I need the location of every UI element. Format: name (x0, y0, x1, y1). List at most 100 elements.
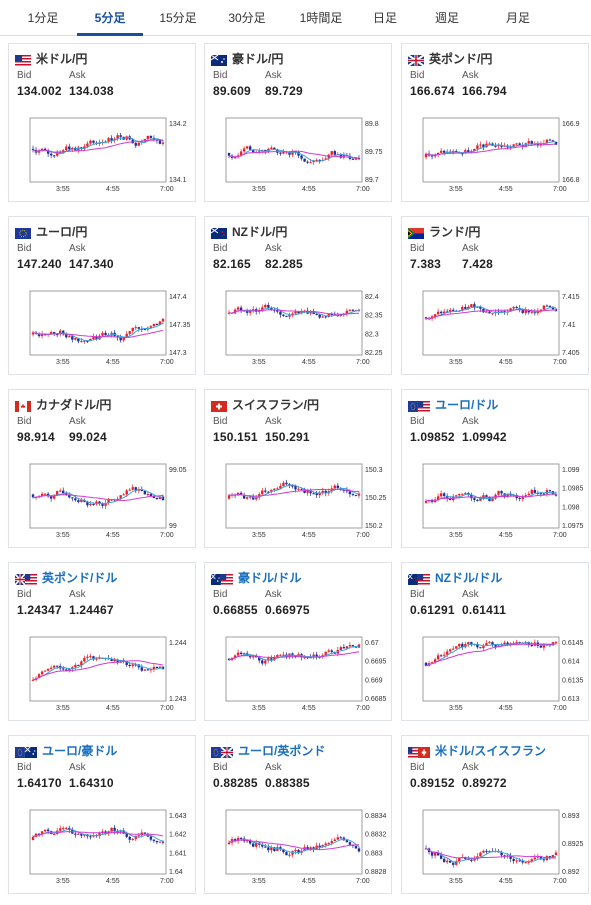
rate-card[interactable]: スイスフラン/円 Bid Ask 150.151 150.291 150.3 150.25 1… (204, 389, 392, 548)
candle-body (43, 493, 47, 495)
rate-card[interactable]: カナダドル/円 Bid Ask 98.914 99.024 99.05 99 3:55 4:55… (8, 389, 196, 548)
rate-card[interactable]: 米ドル/円 Bid Ask 134.002 134.038 134.2 134.1 3:55 4… (8, 43, 196, 202)
pair-name-link[interactable]: カナダドル/円 (36, 397, 112, 412)
rate-card[interactable]: ユーロ/円 Bid Ask 147.240 147.340 147.4 147.35 147.… (8, 216, 196, 375)
rate-card[interactable]: ユーロ/豪ドル Bid Ask 1.64170 1.64310 1.643 1.642 1.6… (8, 735, 196, 894)
tab-4[interactable]: 1時間足 (299, 11, 343, 25)
candle-body (98, 501, 101, 504)
candle-body (252, 149, 255, 153)
rate-card[interactable]: 英ポンド/円 Bid Ask 166.674 166.794 166.9 166.8 3:55… (401, 43, 589, 202)
mini-chart: 1.643 1.642 1.641 1.64 3:55 4:55 7:00 (29, 809, 187, 885)
candlestick-chart[interactable]: 0.6145 0.614 0.6135 0.613 3:55 4:55 7:00 (405, 629, 585, 721)
flag-icon (15, 745, 37, 758)
tab-3[interactable]: 30分足 (228, 11, 266, 25)
x-tick-label: 3:55 (252, 705, 266, 712)
rate-card[interactable]: ユーロ/ドル Bid Ask 1.09852 1.09942 1.099 1.0985 1.0… (401, 389, 589, 548)
candle-body (473, 148, 476, 152)
candlestick-chart[interactable]: 0.67 0.6695 0.669 0.6685 3:55 4:55 7:00 (208, 629, 388, 721)
candlestick-chart[interactable]: 166.9 166.8 3:55 4:55 7:00 (405, 110, 585, 202)
pair-name-link[interactable]: スイスフラン/円 (232, 397, 319, 412)
candle-body (348, 491, 352, 495)
candle-body (476, 145, 479, 149)
pair-name-link[interactable]: NZドル/ドル (435, 570, 503, 585)
y-tick-label: 147.4 (169, 294, 187, 301)
candle-body (291, 485, 294, 487)
candle-body (309, 162, 312, 164)
y-tick-label: 0.6685 (365, 696, 387, 703)
candle-body (494, 644, 497, 647)
rate-card[interactable]: 英ポンド/ドル Bid Ask 1.24347 1.24467 1.244 1.243 3:5… (8, 562, 196, 721)
candlestick-chart[interactable]: 1.244 1.243 3:55 4:55 7:00 (12, 629, 192, 721)
candlestick-chart[interactable]: 150.3 150.25 150.2 3:55 4:55 7:00 (208, 456, 388, 548)
candle-body (276, 149, 279, 153)
rate-card[interactable]: ランド/円 Bid Ask 7.383 7.428 7.415 7.41 7.405 3:55 4… (401, 216, 589, 375)
tab-1[interactable]: 5分足 (77, 0, 143, 36)
candle-body (255, 656, 258, 658)
candle-body (518, 498, 521, 500)
candle-body (315, 654, 318, 658)
pair-name-link[interactable]: ユーロ/豪ドル (42, 743, 118, 758)
candlestick-chart[interactable]: 89.8 89.75 89.7 3:55 4:55 7:00 (208, 110, 388, 202)
candle-body (324, 490, 327, 494)
x-tick-label: 3:55 (449, 705, 463, 712)
candlestick-chart[interactable]: 134.2 134.1 3:55 4:55 7:00 (12, 110, 192, 202)
pair-name-link[interactable]: 英ポンド/ドル (42, 570, 118, 585)
ma-short-line (32, 136, 164, 155)
candle-body (470, 494, 473, 499)
bid-label: Bid (17, 762, 32, 773)
tab-7[interactable]: 月足 (505, 11, 530, 25)
candle-body (149, 836, 153, 840)
candlestick-chart[interactable]: 82.4 82.35 82.3 82.25 3:55 4:55 7:00 (208, 283, 388, 375)
x-tick-label: 4:55 (499, 878, 513, 885)
candle-body (515, 143, 518, 145)
rate-card[interactable]: 米ドル/スイスフラン Bid Ask 0.89152 0.89272 0.893 0.892… (401, 735, 589, 894)
tab-5[interactable]: 日足 (372, 11, 397, 25)
pair-name-link[interactable]: NZドル/円 (232, 224, 288, 239)
rate-card[interactable]: NZドル/ドル Bid Ask 0.61291 0.61411 0.6145 0.614 0.… (401, 562, 589, 721)
tab-6[interactable]: 週足 (434, 11, 459, 25)
bid-value: 166.674 (410, 84, 455, 98)
x-tick-label: 4:55 (106, 878, 120, 885)
y-tick-label: 7.41 (562, 322, 576, 329)
tab-0[interactable]: 1分足 (27, 11, 59, 25)
pair-name-link[interactable]: 米ドル/円 (36, 51, 88, 66)
candle-body (512, 306, 515, 309)
candle-body (488, 642, 491, 644)
pair-name-link[interactable]: 米ドル/スイスフラン (435, 743, 546, 758)
candlestick-chart[interactable]: 7.415 7.41 7.405 3:55 4:55 7:00 (405, 283, 585, 375)
candlestick-chart[interactable]: 0.893 0.8925 0.892 3:55 4:55 7:00 (405, 802, 585, 894)
candle-body (239, 492, 243, 496)
pair-name-link[interactable]: 英ポンド/円 (429, 51, 493, 66)
candle-body (74, 498, 77, 501)
candlestick-chart[interactable]: 0.8834 0.8832 0.883 0.8828 3:55 4:55 7:00 (208, 802, 388, 894)
candle-body (267, 491, 270, 493)
candle-body (104, 332, 107, 336)
pair-name-link[interactable]: 豪ドル/ドル (238, 570, 302, 585)
candle-body (245, 497, 249, 499)
rate-card[interactable]: ユーロ/英ポンド Bid Ask 0.88285 0.88385 0.8834 0.8832… (204, 735, 392, 894)
candle-body (74, 338, 77, 340)
candle-body (533, 489, 537, 493)
pair-name-link[interactable]: ユーロ/英ポンド (238, 743, 326, 758)
rate-card[interactable]: 豪ドル/円 Bid Ask 89.609 89.729 89.8 89.75 89.7 3:55… (204, 43, 392, 202)
flag-icon (408, 226, 424, 239)
candle-body (110, 138, 113, 141)
pair-name-link[interactable]: ユーロ/円 (36, 224, 88, 239)
candlestick-chart[interactable]: 1.099 1.0985 1.098 1.0975 3:55 4:55 7:00 (405, 456, 585, 548)
candle-body (461, 306, 464, 311)
candle-body (554, 494, 558, 496)
candle-body (98, 833, 101, 837)
x-tick-label: 7:00 (356, 359, 370, 366)
candle-body (542, 305, 546, 310)
rate-card[interactable]: NZドル/円 Bid Ask 82.165 82.285 82.4 82.35 82.3 82.… (204, 216, 392, 375)
rate-card[interactable]: 豪ドル/ドル Bid Ask 0.66855 0.66975 0.67 0.6695 0.66… (204, 562, 392, 721)
pair-name-link[interactable]: 豪ドル/円 (232, 51, 284, 66)
card-header: ユーロ/豪ドル (15, 742, 117, 758)
pair-name-link[interactable]: ユーロ/ドル (435, 397, 499, 412)
tab-2[interactable]: 15分足 (159, 11, 197, 25)
bid-value: 98.914 (17, 430, 55, 444)
pair-name-link[interactable]: ランド/円 (429, 224, 481, 239)
candlestick-chart[interactable]: 99.05 99 3:55 4:55 7:00 (12, 456, 192, 548)
candlestick-chart[interactable]: 1.643 1.642 1.641 1.64 3:55 4:55 7:00 (12, 802, 192, 894)
candlestick-chart[interactable]: 147.4 147.35 147.3 3:55 4:55 7:00 (12, 283, 192, 375)
